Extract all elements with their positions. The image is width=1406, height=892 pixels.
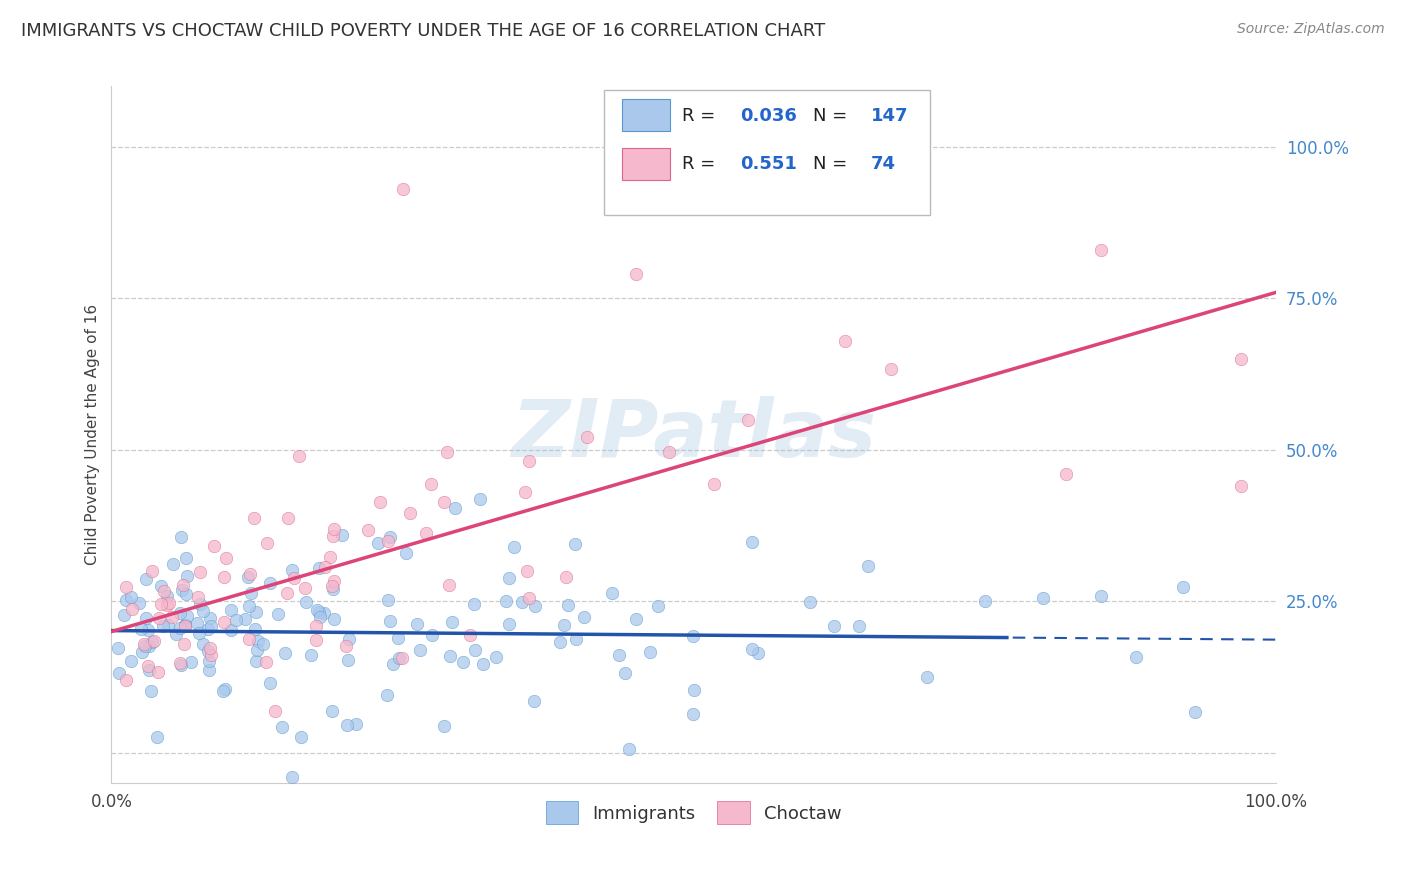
- Y-axis label: Child Poverty Under the Age of 16: Child Poverty Under the Age of 16: [86, 304, 100, 566]
- Text: 0.551: 0.551: [741, 155, 797, 173]
- Text: ZIPatlas: ZIPatlas: [512, 396, 876, 474]
- Text: N =: N =: [813, 107, 852, 125]
- Text: Source: ZipAtlas.com: Source: ZipAtlas.com: [1237, 22, 1385, 37]
- Legend: Immigrants, Choctaw: Immigrants, Choctaw: [537, 792, 851, 833]
- FancyBboxPatch shape: [605, 90, 931, 215]
- FancyBboxPatch shape: [621, 99, 671, 131]
- Text: N =: N =: [813, 155, 852, 173]
- Text: IMMIGRANTS VS CHOCTAW CHILD POVERTY UNDER THE AGE OF 16 CORRELATION CHART: IMMIGRANTS VS CHOCTAW CHILD POVERTY UNDE…: [21, 22, 825, 40]
- Text: 147: 147: [870, 107, 908, 125]
- Text: 0.036: 0.036: [741, 107, 797, 125]
- FancyBboxPatch shape: [621, 148, 671, 179]
- Text: R =: R =: [682, 107, 721, 125]
- Text: 74: 74: [870, 155, 896, 173]
- Text: R =: R =: [682, 155, 721, 173]
